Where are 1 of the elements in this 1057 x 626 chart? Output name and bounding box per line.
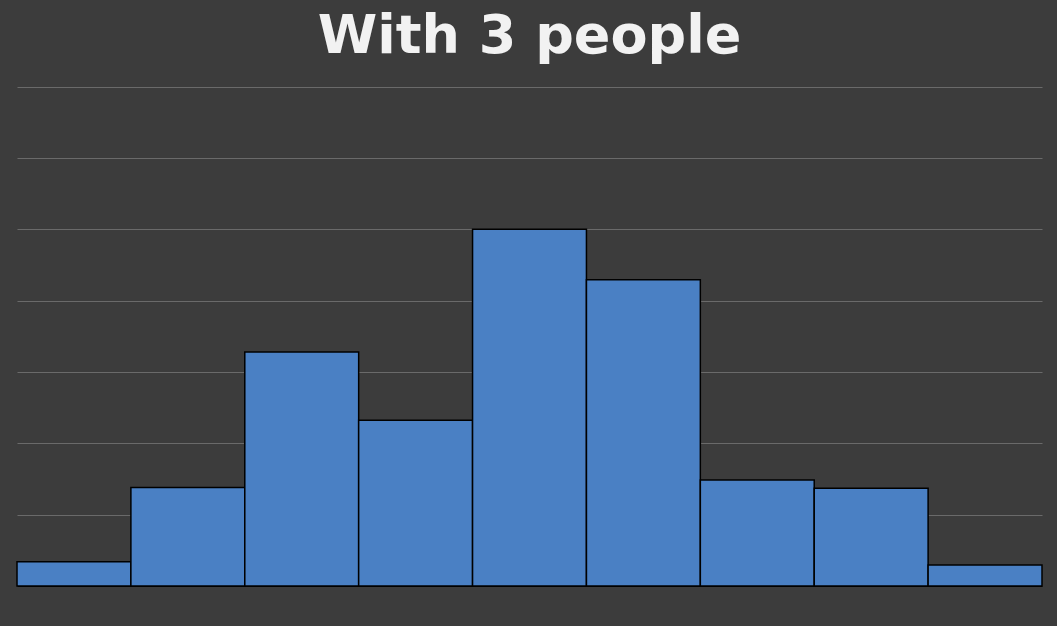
chart-title: With 3 people [317,3,742,66]
